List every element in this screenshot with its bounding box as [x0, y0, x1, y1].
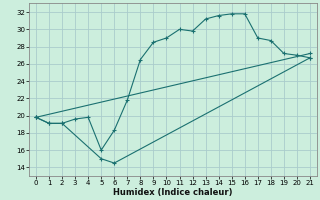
X-axis label: Humidex (Indice chaleur): Humidex (Indice chaleur): [113, 188, 233, 197]
